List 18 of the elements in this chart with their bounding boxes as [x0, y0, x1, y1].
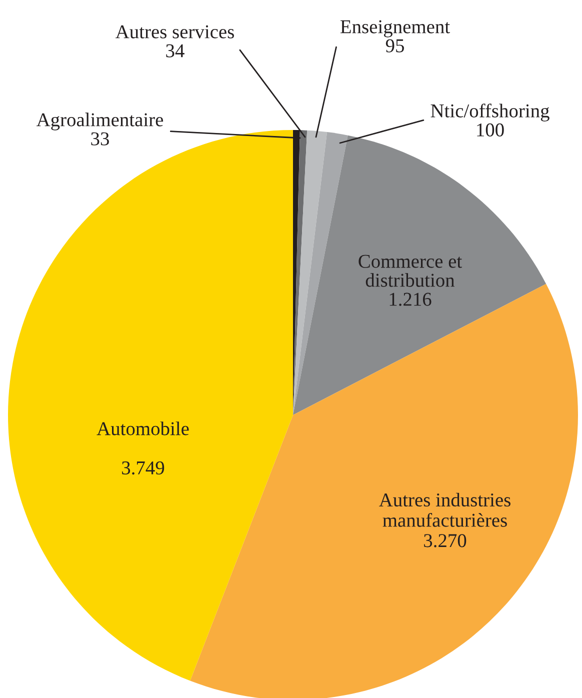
- slice-label: Autres services: [116, 25, 234, 38]
- slice-label: Ntic/offshoring: [430, 104, 550, 122]
- pie-slice: [8, 130, 293, 681]
- slice-label: Enseignement: [340, 20, 450, 38]
- pie-slice: [293, 132, 348, 415]
- data-label: 3.749: [122, 461, 164, 475]
- data-label: 34: [166, 44, 184, 58]
- slice-label: Agroalimentaire: [36, 112, 164, 130]
- data-label: 1.216: [390, 292, 432, 306]
- slice-label: Autres industries manufacturières: [379, 492, 510, 527]
- slice-label: Commerce et distribution: [358, 254, 462, 287]
- pie-slice: [293, 130, 328, 415]
- data-label: 33: [91, 132, 109, 146]
- data-label: 100: [477, 123, 504, 136]
- data-label: 95: [386, 39, 404, 52]
- slice-label: Automobile: [96, 422, 189, 436]
- data-label: 3.270: [424, 534, 466, 548]
- pie-slice: [293, 135, 546, 415]
